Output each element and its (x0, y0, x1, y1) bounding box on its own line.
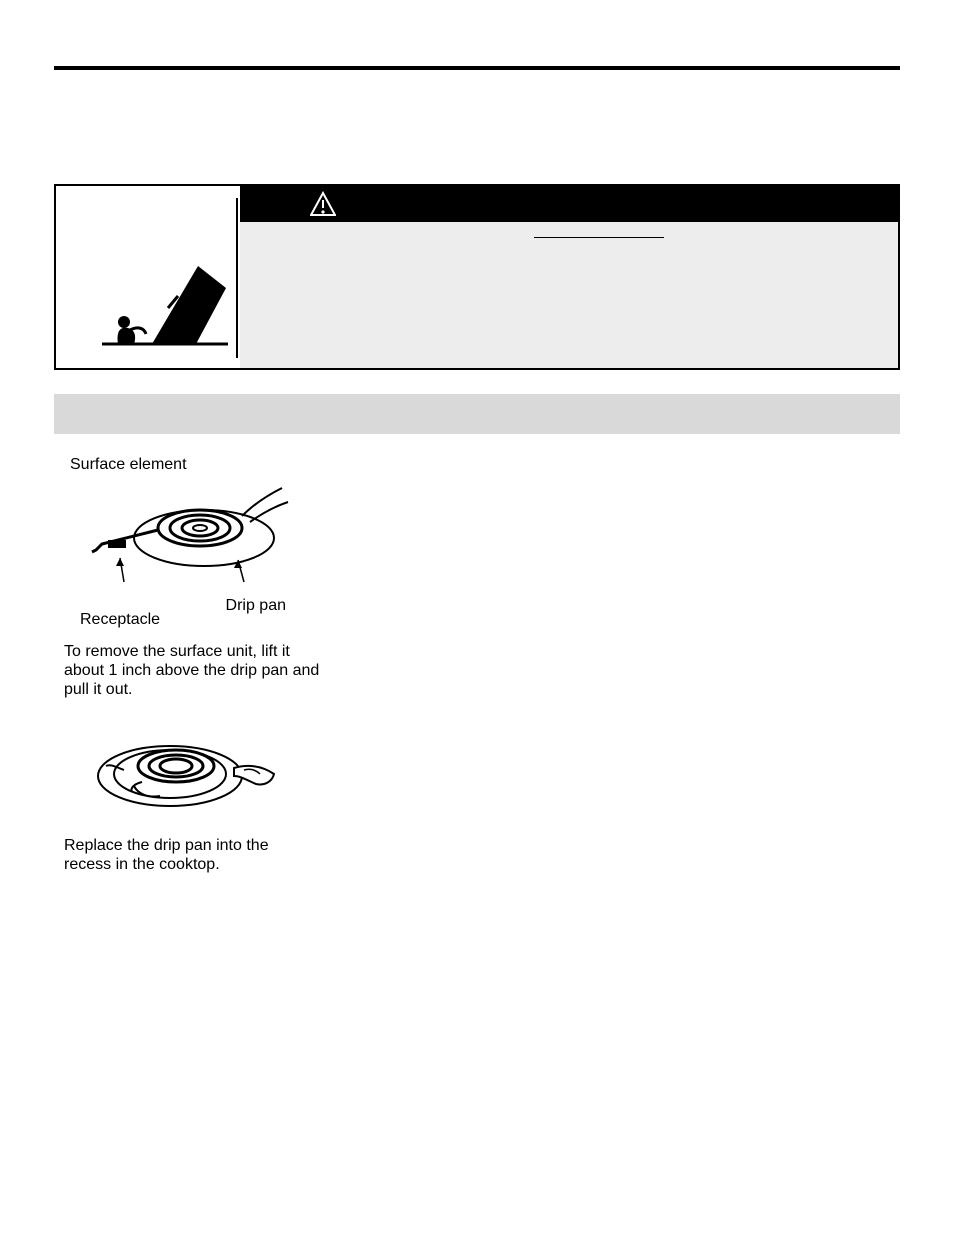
left-column: Surface element Receptacle Drip pan To r… (64, 456, 336, 874)
figure1-labels: Receptacle Drip pan (64, 597, 294, 629)
tip-over-icon (100, 248, 230, 348)
warning-body (240, 222, 898, 368)
figure-replace-drip-pan (84, 726, 284, 816)
label-drip-pan: Drip pan (226, 597, 286, 629)
caption-replace: Replace the drip pan into the recess in … (64, 837, 294, 875)
label-surface-element: Surface element (70, 456, 336, 474)
label-receptacle: Receptacle (80, 611, 160, 629)
figure-remove-element (74, 478, 304, 588)
warning-title-bar (240, 186, 898, 222)
section-band (54, 394, 900, 434)
caption-remove: To remove the surface unit, lift it abou… (64, 643, 324, 700)
top-rule (54, 66, 900, 70)
warning-panel (54, 184, 900, 370)
underline-rule (534, 237, 664, 238)
page: Surface element Receptacle Drip pan To r… (0, 0, 954, 1235)
warning-triangle-icon (310, 191, 336, 217)
tip-over-illustration-cell (68, 198, 238, 358)
